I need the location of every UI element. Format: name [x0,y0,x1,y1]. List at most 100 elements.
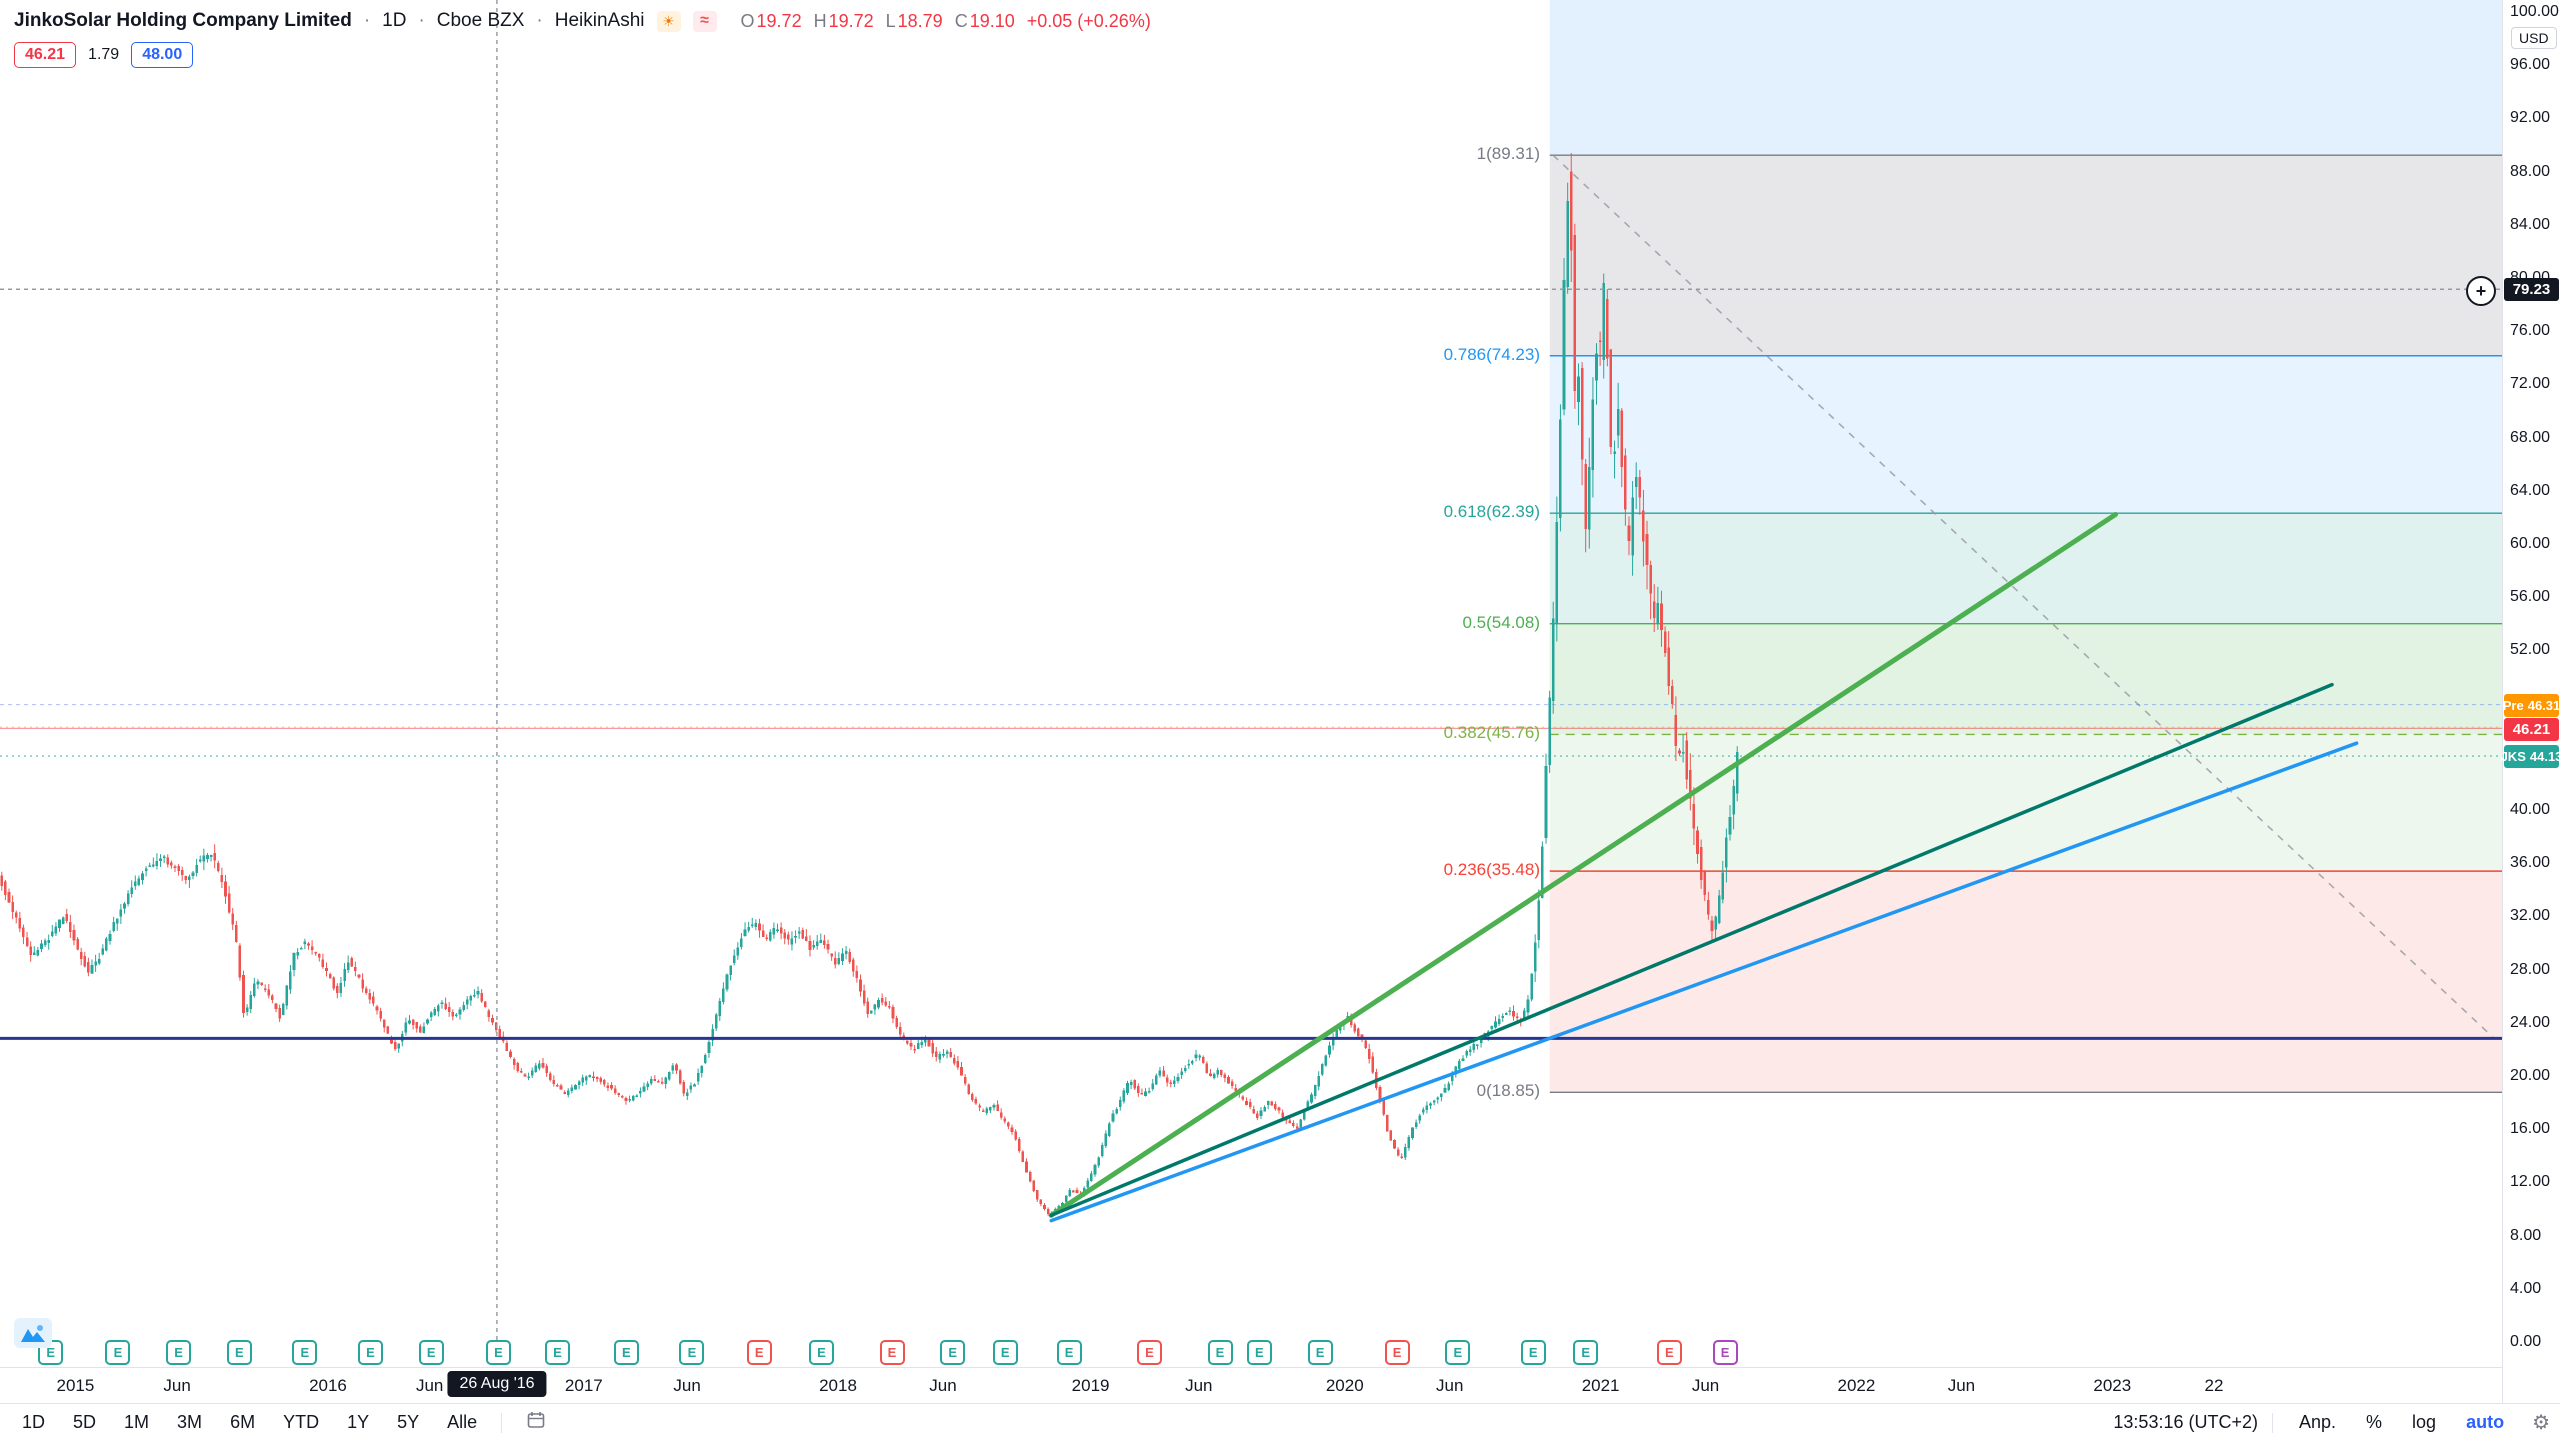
candle-body [152,864,155,867]
candle-body [408,1020,411,1024]
alert-price-tag-red[interactable]: 46.21 [14,42,77,68]
earnings-marker[interactable]: E [1136,1340,1162,1365]
candle-body [1645,533,1649,566]
earnings-marker[interactable]: E [746,1340,772,1365]
candle-body [574,1084,577,1090]
clock-label[interactable]: 13:53:16 (UTC+2) [2113,1412,2258,1432]
earnings-marker[interactable]: E [1384,1340,1410,1365]
time-tick-label: Jun [1947,1376,1976,1395]
candle-body [1230,1081,1234,1086]
chart-pane[interactable]: JinkoSolar Holding Company Limited · 1D … [0,0,2502,1367]
candle-body [563,1091,566,1095]
earnings-marker[interactable]: E [879,1340,905,1365]
time-tick-label: 2017 [564,1376,603,1395]
earnings-marker[interactable]: E [357,1340,383,1365]
chart-canvas[interactable] [0,0,2502,1367]
time-tick-label: 2020 [1325,1376,1364,1395]
range-button-6m[interactable]: 6M [230,1412,256,1432]
calendar-icon[interactable] [514,1407,558,1438]
candle-body [1548,697,1551,766]
price-axis[interactable]: 0.00 4.00 8.00 12.00 16.00 20.00 24.00 28.00 32.… [2501,0,2560,1403]
earnings-marker[interactable]: E [992,1340,1018,1365]
earnings-marker[interactable]: E [1520,1340,1546,1365]
symbol-title[interactable]: JinkoSolar Holding Company Limited [14,10,352,31]
earnings-marker[interactable]: E [940,1340,966,1365]
range-button-1m[interactable]: 1M [124,1412,150,1432]
alert-price-tag-blue[interactable]: 48.00 [131,42,194,68]
earnings-marker[interactable]: E [1307,1340,1333,1365]
gear-icon[interactable]: ⚙ [2532,1412,2550,1434]
range-button-all[interactable]: Alle [447,1412,478,1432]
candle-body [1707,899,1710,915]
earnings-marker[interactable]: E [544,1340,570,1365]
candle-body [137,878,141,886]
earnings-marker[interactable]: E [1445,1340,1471,1365]
waves-icon[interactable]: ≈ [692,10,717,32]
earnings-marker[interactable]: E [808,1340,834,1365]
time-axis[interactable]: 2015 Jun 2016 Jun 2017 Jun 2018 Jun 2019 Jun 2020 J… [0,1367,2502,1404]
candle-body [891,1007,895,1019]
auto-scale-toggle[interactable]: auto [2466,1412,2505,1432]
log-scale-toggle[interactable]: log [2412,1412,2437,1432]
chart-style-label[interactable]: HeikinAshi [554,10,645,31]
plus-circle-icon[interactable]: + [2466,276,2496,306]
watermark-mountains-icon[interactable] [14,1318,52,1348]
candle-body [1533,942,1537,972]
candle-body [862,990,866,1004]
sun-icon[interactable]: ☀ [656,10,681,32]
candle-body [1205,1063,1209,1074]
exchange-label[interactable]: Cboe BZX [436,10,525,31]
time-tick-label: Jun [673,1376,701,1395]
earnings-marker[interactable]: E [1573,1340,1599,1365]
candle-body [1357,1028,1360,1037]
candle-body [375,1006,379,1011]
legend-separator: · [536,10,543,31]
earnings-marker[interactable]: E [292,1340,318,1365]
range-button-1y[interactable]: 1Y [347,1412,370,1432]
candle-body [133,881,137,886]
price-tick-label: 60.00 [2510,535,2551,552]
range-button-ytd[interactable]: YTD [283,1412,320,1432]
earnings-marker[interactable]: E [1712,1340,1738,1365]
currency-badge[interactable]: USD [2511,27,2557,49]
earnings-marker[interactable]: E [1246,1340,1272,1365]
interval-label[interactable]: 1D [382,10,407,31]
candle-body [292,953,296,970]
percent-scale-toggle[interactable]: % [2366,1412,2383,1432]
candle-body [1317,1075,1320,1087]
candle-body [1155,1075,1158,1085]
fib-zone [1549,623,2502,735]
earnings-marker[interactable]: E [418,1340,444,1365]
earnings-marker[interactable]: E [166,1340,192,1365]
candle-body [368,993,372,1000]
range-button-1d[interactable]: 1D [22,1412,46,1432]
candle-body [815,941,819,947]
earnings-marker[interactable]: E [679,1340,705,1365]
candle-body [1663,631,1667,653]
candle-body [1461,1058,1465,1061]
adjust-toggle[interactable]: Anp. [2298,1412,2337,1432]
candle-body [1097,1157,1100,1166]
candle-body [1194,1054,1198,1059]
candle-body [505,1043,509,1051]
candle-body [1652,601,1656,619]
earnings-marker[interactable]: E [1207,1340,1233,1365]
candle-body [0,875,4,886]
candle-body [1382,1099,1385,1115]
price-tick-label: 84.00 [2510,215,2551,233]
candle-body [743,929,747,936]
earnings-marker[interactable]: E [226,1340,252,1365]
price-tick-label: 52.00 [2510,641,2551,659]
candle-body [732,955,736,963]
range-button-5d[interactable]: 5D [73,1412,97,1432]
earnings-marker[interactable]: E [613,1340,639,1365]
candle-body [177,866,180,871]
candle-body [1209,1073,1212,1076]
earnings-marker[interactable]: E [485,1340,511,1365]
candle-body [617,1093,621,1095]
range-button-3m[interactable]: 3M [177,1412,203,1432]
range-button-5y[interactable]: 5Y [397,1412,420,1432]
earnings-marker[interactable]: E [105,1340,131,1365]
earnings-marker[interactable]: E [1056,1340,1082,1365]
earnings-marker[interactable]: E [1656,1340,1682,1365]
